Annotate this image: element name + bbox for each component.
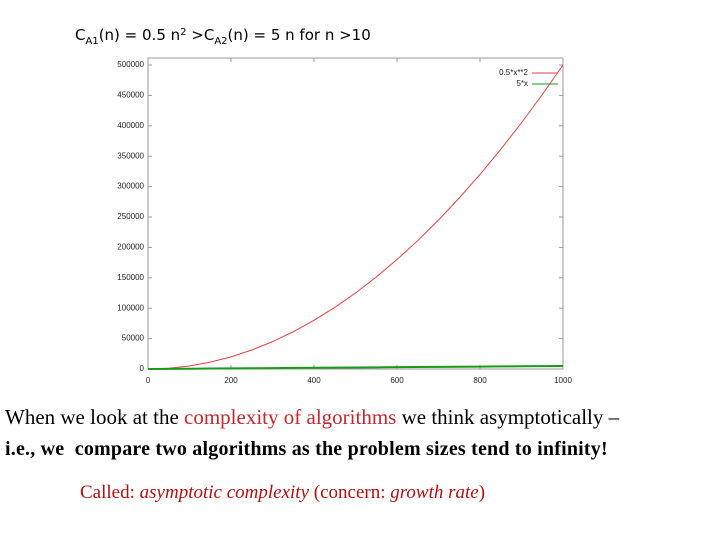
y-tick-label: 100000 [117, 303, 144, 312]
text: complexity of algorithms [184, 405, 397, 429]
x-tick-label: 0 [146, 376, 151, 385]
x-tick-label: 1000 [554, 376, 572, 385]
series-line [147, 364, 564, 370]
text: Called: [80, 482, 140, 503]
y-tick-label: 50000 [122, 334, 145, 343]
text: When we look at the [5, 405, 185, 429]
title-part: (n) = 5 n for n >10 [228, 26, 371, 44]
y-tick-label: 450000 [117, 91, 144, 100]
title-part: A1 [85, 36, 98, 47]
text: we think asymptotically – [396, 405, 620, 429]
y-tick-label: 200000 [117, 243, 144, 252]
title-part: >C [187, 26, 215, 44]
x-tick-label: 200 [224, 376, 238, 385]
plot-frame [147, 57, 564, 370]
x-tick-label: 800 [473, 376, 487, 385]
line3: Called: asymptotic complexity (concern: … [80, 482, 485, 504]
title-part: (n) = 0.5 n [99, 26, 180, 44]
y-tick-label: 500000 [117, 60, 144, 69]
title-part: A2 [214, 36, 227, 47]
line1: When we look at the complexity of algori… [5, 405, 619, 430]
x-tick-label: 400 [307, 376, 321, 385]
text: (concern: [309, 482, 391, 503]
y-tick-label: 300000 [117, 182, 144, 191]
text: ) [478, 482, 486, 503]
y-tick-label: 250000 [117, 212, 144, 221]
line2: i.e., we compare two algorithms as the p… [5, 438, 608, 460]
x-tick-label: 600 [390, 376, 404, 385]
legend-label: 0.5*x**2 [499, 68, 528, 77]
series-line [147, 64, 564, 370]
title-part: 2 [180, 27, 186, 38]
text: asymptotic complexity [139, 482, 309, 503]
title-part: C [75, 26, 85, 44]
y-tick-label: 0 [140, 364, 145, 373]
y-tick-label: 400000 [117, 121, 144, 130]
title: CA1(n) = 0.5 n2 >CA2(n) = 5 n for n >10 [75, 26, 371, 47]
y-tick-label: 150000 [117, 273, 144, 282]
y-tick-label: 350000 [117, 151, 144, 160]
text: growth rate [390, 482, 479, 503]
legend-label: 5*x [516, 79, 528, 88]
